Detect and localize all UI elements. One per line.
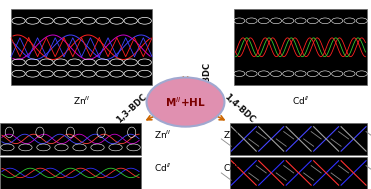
Bar [230,123,367,155]
Text: 1,4-BDC: 1,4-BDC [222,92,256,125]
Text: Zn$^{II}$: Zn$^{II}$ [154,129,172,141]
Text: 1,3-BDC: 1,3-BDC [115,92,149,125]
Ellipse shape [147,77,224,127]
Bar [234,9,367,85]
Bar [0,123,141,155]
Bar [230,157,367,189]
Bar [11,9,152,85]
Text: Zn$^{II}$: Zn$^{II}$ [73,94,91,107]
Text: 1,2-BDC: 1,2-BDC [202,62,211,100]
Text: Zn$^{II}$: Zn$^{II}$ [223,129,241,141]
Text: Cd$^{II}$: Cd$^{II}$ [154,162,172,174]
Text: Cd$^{II}$: Cd$^{II}$ [223,162,241,174]
Text: M$^{II}$+HL: M$^{II}$+HL [165,95,206,109]
Text: Cd$^{II}$: Cd$^{II}$ [292,94,309,107]
Bar [0,157,141,189]
